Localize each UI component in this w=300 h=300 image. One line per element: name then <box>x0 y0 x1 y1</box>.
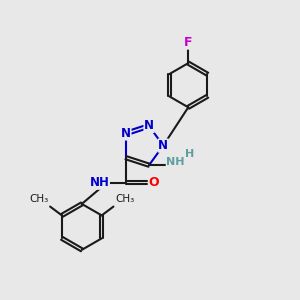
Text: N: N <box>144 119 154 133</box>
Text: N: N <box>158 139 168 152</box>
Text: NH: NH <box>166 157 185 167</box>
Text: H: H <box>185 149 194 159</box>
Text: N: N <box>121 127 131 140</box>
Text: CH₃: CH₃ <box>115 194 134 204</box>
Text: O: O <box>148 176 159 189</box>
Text: NH: NH <box>89 176 110 189</box>
Text: CH₃: CH₃ <box>29 194 49 204</box>
Text: F: F <box>184 36 193 49</box>
